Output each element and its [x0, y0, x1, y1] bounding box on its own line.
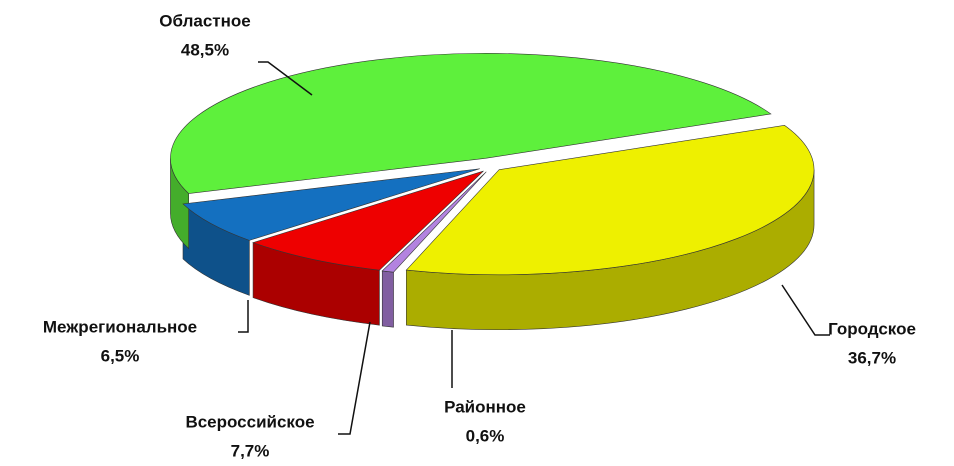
value-label: 48,5%: [181, 40, 229, 59]
labels: Городское 36,7% Районное 0,6% Всероссийское 7…: [43, 11, 916, 460]
slice-side: [381, 270, 394, 328]
category-label: Всероссийское: [185, 412, 314, 431]
value-label: 7,7%: [231, 441, 270, 460]
leader-line: [338, 321, 371, 435]
value-label: 0,6%: [466, 426, 505, 445]
slice: [405, 125, 815, 276]
category-label: Межрегиональное: [43, 317, 197, 336]
value-label: 36,7%: [848, 348, 896, 367]
leader-line: [258, 61, 313, 96]
slice: [381, 171, 487, 273]
leader-line: [238, 300, 249, 333]
slice: [182, 168, 480, 241]
category-label: Областное: [159, 11, 250, 30]
slice-sides: [170, 158, 815, 331]
slice-tops: [170, 53, 815, 276]
category-label: Районное: [444, 397, 526, 416]
category-label: Городское: [828, 319, 916, 338]
slice: [170, 53, 772, 194]
leader-line: [781, 284, 830, 336]
slice: [252, 170, 484, 271]
value-label: 6,5%: [101, 346, 140, 365]
